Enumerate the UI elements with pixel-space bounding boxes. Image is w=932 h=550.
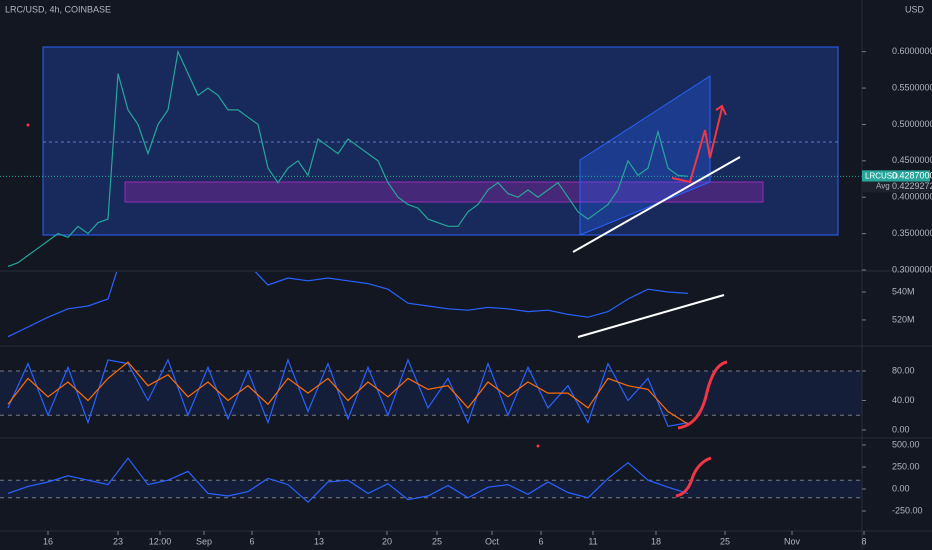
y-tick-label: 80.00 bbox=[892, 365, 915, 375]
x-tick-label: 13 bbox=[314, 536, 324, 546]
y-tick-label: 520M bbox=[892, 314, 915, 324]
x-tick-label: Oct bbox=[485, 536, 500, 546]
avg-tag-value: 0.42292721 bbox=[892, 181, 932, 191]
x-tick-label: Sep bbox=[196, 536, 212, 546]
y-tick-label: 500.00 bbox=[892, 439, 920, 449]
y-tick-label: 0.40000000 bbox=[892, 192, 932, 202]
x-tick-label: 11 bbox=[588, 536, 597, 546]
x-tick-label: 6 bbox=[249, 536, 254, 546]
y-tick-label: 0.50000000 bbox=[892, 119, 932, 129]
x-tick-label: 25 bbox=[720, 536, 730, 546]
x-tick-label: 16 bbox=[43, 536, 53, 546]
price-tag-name: LRCUSD bbox=[865, 171, 898, 180]
y-tick-label: 0.30000000 bbox=[892, 264, 932, 274]
avg-tag-name: Avg bbox=[876, 182, 890, 191]
channel bbox=[579, 75, 711, 236]
y-tick-label: 0.45000000 bbox=[892, 155, 932, 165]
x-tick-label: 12:00 bbox=[149, 536, 172, 546]
price-tag-value: 0.42870000 bbox=[892, 171, 932, 181]
series-line bbox=[7, 272, 689, 338]
price-tag bbox=[862, 170, 930, 183]
chart-title: LRC/USD, 4h, COINBASE bbox=[5, 4, 111, 14]
unit-label: USD bbox=[905, 4, 925, 14]
panel bbox=[0, 358, 862, 427]
y-tick-label: 250.00 bbox=[892, 461, 920, 471]
x-tick-label: 25 bbox=[432, 536, 442, 546]
y-tick-label: -250.00 bbox=[892, 505, 923, 515]
arrow-head bbox=[715, 104, 727, 116]
panel bbox=[0, 49, 862, 267]
support-zone bbox=[124, 181, 764, 203]
series-line bbox=[7, 49, 689, 267]
y-tick-label: 0.60000000 bbox=[892, 46, 932, 56]
marker bbox=[26, 123, 30, 127]
plots bbox=[0, 49, 862, 504]
y-tick-label: 0.35000000 bbox=[892, 228, 932, 238]
band bbox=[0, 480, 862, 498]
series-line bbox=[7, 361, 689, 425]
y-tick-label: 40.00 bbox=[892, 395, 915, 405]
x-tick-label: Nov bbox=[784, 536, 801, 546]
y-tick-label: 0.00 bbox=[892, 483, 910, 493]
x-tick-label: 18 bbox=[651, 536, 661, 546]
y-tick-label: 0.55000000 bbox=[892, 82, 932, 92]
range-box bbox=[42, 46, 839, 236]
y-tick-label: 540M bbox=[892, 286, 915, 296]
projection-arrow bbox=[671, 107, 723, 184]
marker bbox=[536, 444, 540, 448]
panel bbox=[7, 272, 689, 338]
x-tick-label: 6 bbox=[538, 536, 543, 546]
x-tick-label: 23 bbox=[113, 536, 123, 546]
avg-tag bbox=[862, 181, 930, 193]
x-tick-label: 20 bbox=[382, 536, 392, 546]
y-tick-label: 0.00 bbox=[892, 424, 910, 434]
x-tick-label: 8 bbox=[861, 536, 866, 546]
band bbox=[0, 370, 862, 416]
stoch-curve bbox=[677, 360, 728, 430]
series-line bbox=[7, 457, 689, 504]
panel bbox=[0, 457, 862, 504]
cci-curve bbox=[675, 456, 712, 498]
trend-line bbox=[572, 156, 741, 253]
trend-line bbox=[577, 294, 725, 338]
